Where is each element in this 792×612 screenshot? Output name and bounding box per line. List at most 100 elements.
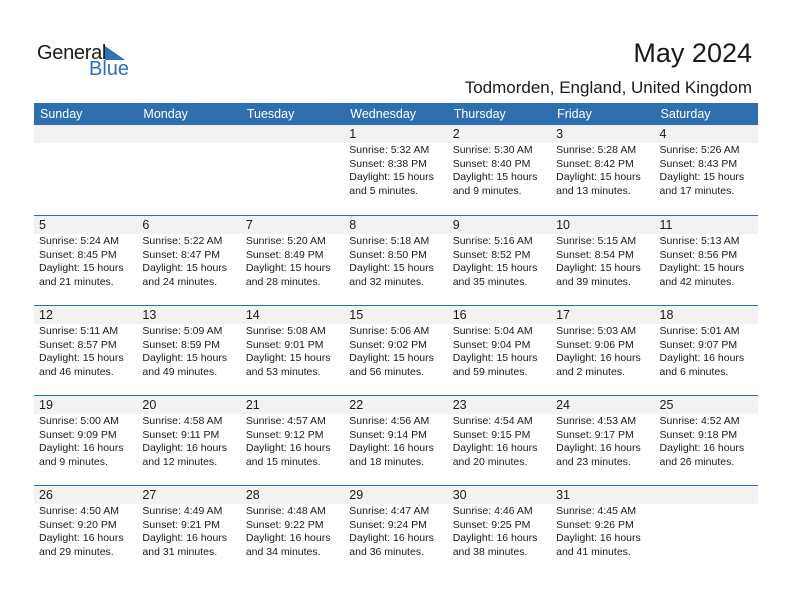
sunrise-text: Sunrise: 4:47 AM — [349, 505, 430, 517]
sunset-text: Sunset: 8:40 PM — [452, 157, 531, 170]
weekday-monday: Monday — [143, 107, 188, 121]
day-cell: 31 Sunrise: 4:45 AM Sunset: 9:26 PM Dayligh… — [551, 486, 654, 575]
sunrise-text: Sunrise: 5:00 AM — [39, 415, 119, 427]
day-number: 29 — [349, 488, 364, 502]
sunrise-text: Sunrise: 5:20 AM — [245, 235, 326, 247]
sunset-text: Sunset: 9:12 PM — [245, 428, 324, 441]
sunset-text: Sunset: 9:07 PM — [659, 338, 738, 351]
day-cell: 13 Sunrise: 5:09 AM Sunset: 8:59 PM Dayligh… — [137, 306, 240, 395]
daylight-minutes-text: and 46 minutes. — [39, 365, 114, 378]
sunset-text: Sunset: 9:09 PM — [39, 428, 117, 441]
daylight-minutes-text: and 24 minutes. — [142, 275, 218, 288]
daylight-minutes-text: and 9 minutes. — [39, 455, 108, 468]
day-cell: 5 Sunrise: 5:24 AM Sunset: 8:45 PM Daylight… — [34, 216, 137, 305]
sunset-text: Sunset: 8:42 PM — [556, 157, 634, 170]
daylight-text: Daylight: 16 hours — [556, 352, 641, 365]
daylight-minutes-text: and 21 minutes. — [39, 275, 114, 288]
day-cell: 23 Sunrise: 4:54 AM Sunset: 9:15 PM Dayligh… — [448, 396, 551, 485]
day-cell: 21 Sunrise: 4:57 AM Sunset: 9:12 PM Dayligh… — [241, 396, 344, 485]
day-number: 12 — [39, 308, 53, 322]
sunrise-text: Sunrise: 5:13 AM — [659, 235, 740, 247]
sunrise-text: Sunrise: 5:28 AM — [556, 144, 637, 156]
daylight-minutes-text: and 53 minutes. — [245, 365, 321, 378]
week-row: 19 Sunrise: 5:00 AM Sunset: 9:09 PM Dayligh… — [34, 395, 758, 485]
day-cell: 2 Sunrise: 5:30 AM Sunset: 8:40 PM Daylight… — [448, 125, 551, 215]
day-number: 18 — [659, 308, 674, 322]
sunset-text: Sunset: 9:24 PM — [349, 518, 427, 531]
sunrise-text: Sunrise: 4:50 AM — [39, 505, 119, 517]
weekday-header: Sunday Monday Tuesday Wednesday Thursday Frid… — [34, 103, 758, 125]
daylight-text: Daylight: 15 hours — [142, 262, 228, 275]
sunset-text: Sunset: 9:18 PM — [659, 428, 738, 441]
logo-text-blue: Blue — [89, 58, 130, 80]
week-row: 26 Sunrise: 4:50 AM Sunset: 9:20 PM Dayligh… — [34, 485, 758, 575]
daylight-minutes-text: and 41 minutes. — [556, 545, 631, 558]
sunrise-text: Sunrise: 4:53 AM — [556, 415, 637, 427]
sunset-text: Sunset: 8:43 PM — [659, 157, 738, 170]
sunset-text: Sunset: 8:56 PM — [659, 248, 738, 261]
day-cell: 28 Sunrise: 4:48 AM Sunset: 9:22 PM Dayligh… — [241, 486, 344, 575]
weekday-friday: Friday — [557, 107, 592, 121]
daylight-text: Daylight: 16 hours — [452, 442, 538, 455]
sunrise-text: Sunrise: 5:15 AM — [556, 235, 637, 247]
daylight-text: Daylight: 16 hours — [245, 442, 331, 455]
day-number: 15 — [349, 308, 364, 322]
sunrise-text: Sunrise: 5:11 AM — [39, 325, 119, 337]
sunset-text: Sunset: 8:54 PM — [556, 248, 634, 261]
logo-text-general: General — [37, 42, 107, 64]
daylight-text: Daylight: 16 hours — [659, 352, 745, 365]
day-number: 4 — [659, 127, 667, 141]
day-number: 16 — [452, 308, 467, 322]
sunset-text: Sunset: 8:57 PM — [39, 338, 117, 351]
sunrise-text: Sunrise: 4:46 AM — [452, 505, 533, 517]
daylight-minutes-text: and 13 minutes. — [556, 184, 631, 197]
daylight-text: Daylight: 15 hours — [556, 262, 641, 275]
sunrise-text: Sunrise: 5:22 AM — [142, 235, 223, 247]
sunset-text: Sunset: 9:21 PM — [142, 518, 221, 531]
day-number: 21 — [245, 398, 260, 412]
day-cell: 18 Sunrise: 5:01 AM Sunset: 9:07 PM Dayligh… — [655, 306, 758, 395]
daylight-minutes-text: and 42 minutes. — [659, 275, 735, 288]
daylight-minutes-text: and 2 minutes. — [556, 365, 625, 378]
day-cell: 22 Sunrise: 4:56 AM Sunset: 9:14 PM Dayligh… — [344, 396, 447, 485]
day-number: 2 — [452, 127, 460, 141]
day-cell — [137, 125, 240, 215]
day-cell: 6 Sunrise: 5:22 AM Sunset: 8:47 PM Daylight… — [137, 216, 240, 305]
day-number: 9 — [452, 218, 460, 232]
daylight-minutes-text: and 34 minutes. — [245, 545, 321, 558]
daylight-minutes-text: and 12 minutes. — [142, 455, 218, 468]
day-number: 24 — [556, 398, 571, 412]
day-number: 31 — [556, 488, 571, 502]
sunrise-text: Sunrise: 4:58 AM — [142, 415, 223, 427]
weekday-wednesday: Wednesday — [350, 107, 417, 121]
daylight-text: Daylight: 16 hours — [659, 442, 745, 455]
sunset-text: Sunset: 9:11 PM — [142, 428, 220, 441]
sunset-text: Sunset: 9:25 PM — [452, 518, 531, 531]
daylight-text: Daylight: 15 hours — [349, 352, 434, 365]
day-number: 13 — [142, 308, 157, 322]
daylight-minutes-text: and 29 minutes. — [39, 545, 114, 558]
daylight-minutes-text: and 56 minutes. — [349, 365, 424, 378]
weekday-saturday: Saturday — [660, 107, 711, 121]
sunrise-text: Sunrise: 4:56 AM — [349, 415, 430, 427]
daylight-minutes-text: and 39 minutes. — [556, 275, 631, 288]
calendar-grid: Sunday Monday Tuesday Wednesday Thursday Frid… — [34, 103, 758, 575]
sunrise-text: Sunrise: 5:06 AM — [349, 325, 430, 337]
sunset-text: Sunset: 9:04 PM — [452, 338, 531, 351]
day-cell: 14 Sunrise: 5:08 AM Sunset: 9:01 PM Dayligh… — [241, 306, 344, 395]
daylight-minutes-text: and 23 minutes. — [556, 455, 631, 468]
daylight-text: Daylight: 15 hours — [452, 262, 538, 275]
sunrise-text: Sunrise: 4:57 AM — [245, 415, 326, 427]
day-cell: 30 Sunrise: 4:46 AM Sunset: 9:25 PM Dayligh… — [448, 486, 551, 575]
sunset-text: Sunset: 9:02 PM — [349, 338, 427, 351]
daylight-minutes-text: and 36 minutes. — [349, 545, 424, 558]
day-cell: 16 Sunrise: 5:04 AM Sunset: 9:04 PM Dayligh… — [448, 306, 551, 395]
day-cell: 10 Sunrise: 5:15 AM Sunset: 8:54 PM Dayligh… — [551, 216, 654, 305]
day-number: 3 — [556, 127, 564, 141]
week-row: 1 Sunrise: 5:32 AM Sunset: 8:38 PM Daylight… — [34, 125, 758, 215]
sunset-text: Sunset: 8:47 PM — [142, 248, 221, 261]
daylight-minutes-text: and 15 minutes. — [245, 455, 321, 468]
sunset-text: Sunset: 9:15 PM — [452, 428, 531, 441]
day-cell — [655, 486, 758, 575]
